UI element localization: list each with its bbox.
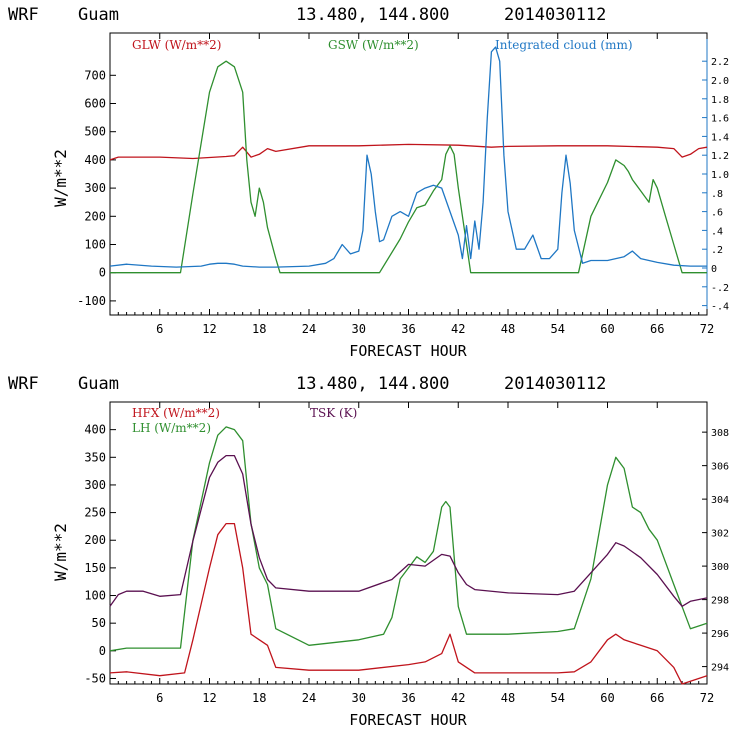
panel-1-y2-tick-label: .8 xyxy=(711,189,723,200)
panel-1-y-tick-label: 500 xyxy=(84,125,106,139)
panel-2-y-tick-label: 0 xyxy=(99,644,106,658)
panel-1-y2-tick-label: .6 xyxy=(711,208,723,219)
panel-2-y-tick-label: 150 xyxy=(84,561,106,575)
panel-1-y2-tick-label: 1.8 xyxy=(711,95,729,106)
panel-2-legend-lh: LH (W/m**2) xyxy=(132,421,211,435)
panel-1-y-axis-label: W/m**2 xyxy=(51,149,70,207)
panel-1-legend-cloud: Integrated cloud (mm) xyxy=(495,38,633,52)
panel-1-x-tick-label: 42 xyxy=(451,322,465,336)
panel-2-y-tick-label: 250 xyxy=(84,506,106,520)
panel-1-y2-tick-label: 2.2 xyxy=(711,57,729,68)
panel-2-x-axis-label: FORECAST HOUR xyxy=(349,711,467,729)
panel-2-plot: 6 12 18 24 30 36 42 48 54 60 66 72 -50 0 50 100 150 200 25… xyxy=(84,401,729,705)
panel-2-y2-tick-label: 300 xyxy=(711,562,729,573)
panel-1-y-tick-label: 300 xyxy=(84,181,106,195)
panel-1-x-tick-label: 60 xyxy=(600,322,614,336)
panel-1-series-integrated-line xyxy=(109,46,707,268)
panel-2: WRF Guam 13.480, 144.800 2014030112 HFX … xyxy=(8,374,729,729)
panel-2-header-date: 2014030112 xyxy=(504,374,606,394)
panel-1-x-tick-label: 36 xyxy=(401,322,415,336)
panel-1-y2-tick-label: 1.2 xyxy=(711,151,729,162)
panel-2-header-model: WRF xyxy=(8,374,39,394)
panel-2-y-axis-label: W/m**2 xyxy=(51,523,70,581)
panel-1-legend-glw: GLW (W/m**2) xyxy=(132,38,221,52)
panel-2-x-tick-label: 30 xyxy=(352,691,366,705)
panel-2-series-lh-line xyxy=(109,426,708,652)
panel-1-y2-tick-label: .4 xyxy=(711,226,723,237)
panel-1-y2-tick-label: .2 xyxy=(711,245,723,256)
panel-1-y2-tick-label: -.4 xyxy=(711,302,729,313)
panel-1-x-tick-label: 66 xyxy=(650,322,664,336)
panel-1-y2-tick-label: 2.0 xyxy=(711,76,729,87)
panel-1-y-tick-label: 600 xyxy=(84,97,106,111)
panel-2-header-location: Guam xyxy=(78,374,119,394)
panel-1-x-tick-label: 24 xyxy=(302,322,316,336)
panel-1-header-date: 2014030112 xyxy=(504,5,606,25)
panel-1: WRF Guam 13.480, 144.800 2014030112 GLW … xyxy=(8,5,729,360)
panel-1-series-gsw-line xyxy=(110,60,707,274)
panel-2-x-tick-label: 12 xyxy=(202,691,216,705)
panel-2-x-tick-label: 18 xyxy=(252,691,266,705)
panel-2-y2-tick-label: 294 xyxy=(711,663,729,674)
panel-2-y2-tick-label: 296 xyxy=(711,629,729,640)
panel-2-x-tick-label: 48 xyxy=(501,691,515,705)
panel-2-y2-tick-label: 306 xyxy=(711,462,729,473)
panel-1-y-tick-label: 0 xyxy=(99,266,106,280)
panel-2-x-tick-label: 42 xyxy=(451,691,465,705)
panel-1-x-tick-label: 6 xyxy=(156,322,163,336)
panel-1-x-tick-label: 54 xyxy=(551,322,565,336)
panel-1-y-tick-label: 700 xyxy=(84,68,106,82)
panel-1-series-glw-line xyxy=(109,143,708,161)
panel-1-plot-frame xyxy=(109,32,708,316)
panel-2-y2-tick-label: 302 xyxy=(711,529,729,540)
panel-1-plot: 6 12 18 24 30 36 42 48 54 60 66 72 -100 0 100 200 300 400… xyxy=(77,32,729,336)
panel-2-legend-tsk: TSK (K) xyxy=(310,406,357,420)
panel-1-header-coords: 13.480, 144.800 xyxy=(296,5,450,25)
panel-2-x-tick-label: 36 xyxy=(401,691,415,705)
panel-1-x-tick-label: 30 xyxy=(352,322,366,336)
panel-1-x-tick-label: 48 xyxy=(501,322,515,336)
panel-1-header-location: Guam xyxy=(78,5,119,25)
panel-1-y2-tick-label: 0 xyxy=(711,264,717,275)
panel-2-series-tsk-line xyxy=(109,454,708,607)
panel-1-y2-tick-label: -.2 xyxy=(711,283,729,294)
panel-2-x-tick-label: 60 xyxy=(600,691,614,705)
panel-2-y-tick-label: 400 xyxy=(84,423,106,437)
panel-1-y-tick-label: 200 xyxy=(84,209,106,223)
panel-2-y2-tick-label: 308 xyxy=(711,428,729,439)
panel-1-y-tick-label: 100 xyxy=(84,238,106,252)
panel-2-x-tick-label: 66 xyxy=(650,691,664,705)
panel-1-x-tick-label: 18 xyxy=(252,322,266,336)
panel-2-y-tick-label: 200 xyxy=(84,533,106,547)
panel-2-header-coords: 13.480, 144.800 xyxy=(296,374,450,394)
panel-1-header-model: WRF xyxy=(8,5,39,25)
panel-2-y-tick-label: 350 xyxy=(84,450,106,464)
panel-2-x-tick-label: 54 xyxy=(551,691,565,705)
panel-2-legend-hfx: HFX (W/m**2) xyxy=(132,406,220,420)
panel-1-x-tick-label: 72 xyxy=(700,322,714,336)
panel-2-x-tick-label: 72 xyxy=(700,691,714,705)
panel-1-y2-tick-label: 1.6 xyxy=(711,114,729,125)
panel-2-y-tick-label: 50 xyxy=(92,616,106,630)
panel-1-y2-tick-label: 1.4 xyxy=(711,132,729,143)
panel-2-x-tick-label: 6 xyxy=(156,691,163,705)
panel-1-x-tick-label: 12 xyxy=(202,322,216,336)
panel-1-y2-tick-label: 1.0 xyxy=(711,170,729,181)
panel-1-y-tick-label: 400 xyxy=(84,153,106,167)
panel-2-y2-tick-label: 298 xyxy=(711,596,729,607)
panel-2-series-hfx-line xyxy=(109,522,708,685)
panel-2-y-tick-label: 100 xyxy=(84,589,106,603)
panel-2-y-tick-label: 300 xyxy=(84,478,106,492)
panel-2-y2-tick-label: 304 xyxy=(711,495,729,506)
panel-1-legend-gsw: GSW (W/m**2) xyxy=(328,38,419,52)
panel-1-y-tick-label: -100 xyxy=(77,294,106,308)
panel-2-x-tick-label: 24 xyxy=(302,691,316,705)
panel-2-y-tick-label: -50 xyxy=(84,671,106,685)
panel-1-x-axis-label: FORECAST HOUR xyxy=(349,342,467,360)
